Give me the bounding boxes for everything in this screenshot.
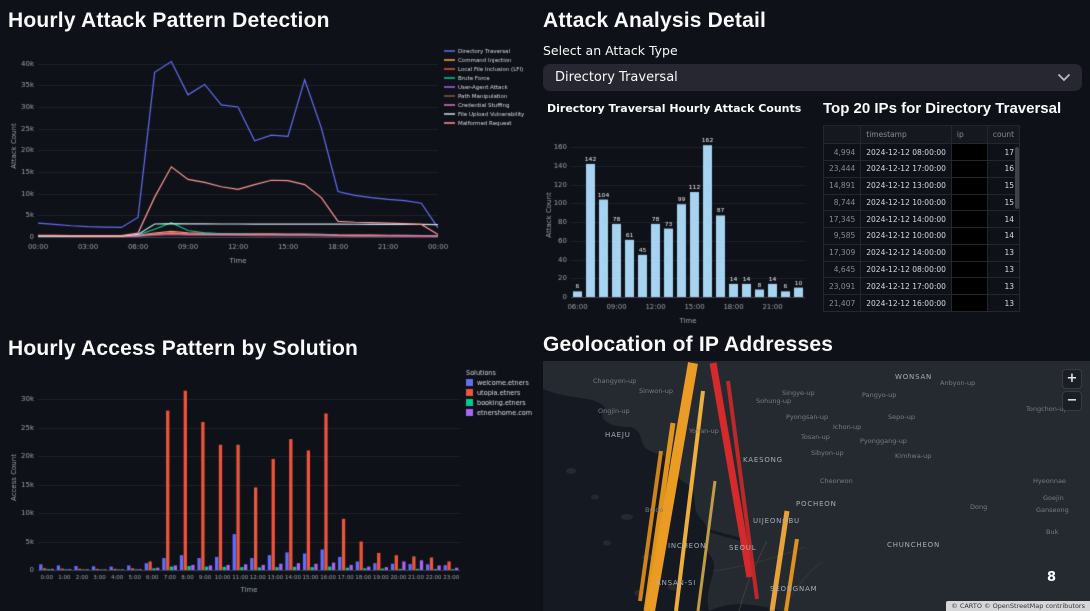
geo-column-bar [645,362,698,611]
redacted-ip-cell [950,143,988,161]
map-overlay-digit: 8 [1046,570,1056,586]
geo-column-bar [784,538,799,611]
redacted-ip-cell [950,227,988,245]
table-row: 23,091 2024-12-12 17:00:00 13 [822,277,1021,296]
table-header-count: count [986,125,1021,145]
geo-column-bar [709,362,754,578]
redacted-ip-cell [950,210,988,229]
table-row: 17,345 2024-12-12 14:00:00 14 [822,210,1021,229]
attack-detail-columns: Directory Traversal Hourly Attack Counts… [543,100,1082,330]
geo-column-bar [769,510,790,611]
top-ips-section: Top 20 IPs for Directory Traversal times… [819,100,1082,329]
table-row: 17,309 2024-12-12 14:00:00 13 [822,243,1021,262]
table-row: 9,585 2024-12-12 10:00:00 14 [822,227,1021,245]
geo-column-bar [643,422,676,611]
attack-pattern-title: Hourly Attack Pattern Detection [8,9,330,32]
table-row: 14,891 2024-12-12 13:00:00 15 [822,176,1021,195]
attack-pattern-line-chart[interactable] [8,39,534,308]
geo-column-layer [638,362,799,611]
attack-type-select[interactable]: Directory Traversal [543,64,1082,92]
zoom-in-button[interactable]: + [1062,369,1082,390]
table-scrollbar[interactable] [1015,147,1020,210]
redacted-ip-cell [950,193,988,212]
attack-pattern-panel: Hourly Attack Pattern Detection [0,0,535,330]
map-basemap [543,361,1090,611]
table-row: 8,744 2024-12-12 10:00:00 15 [822,193,1021,212]
access-pattern-title: Hourly Access Pattern by Solution [8,337,359,360]
top-ips-table: timestamp ip count 4,994 2024-12-12 08:00:00… [822,125,1021,312]
redacted-ip-cell [950,277,988,296]
table-row: 21,407 2024-12-12 16:00:00 13 [822,294,1021,312]
hourly-counts-bar-chart[interactable] [543,117,815,330]
hourly-counts-section: Directory Traversal Hourly Attack Counts [543,100,819,330]
geo-column-bar [726,380,759,600]
table-header-ip: ip [950,125,988,145]
geo-column-bar [696,480,717,611]
top-ips-table-wrap: timestamp ip count 4,994 2024-12-12 08:00:00… [822,125,1021,312]
map-zoom-control: + − [1062,369,1082,412]
table-row: 4,994 2024-12-12 08:00:00 17 [822,143,1021,161]
hourly-counts-title: Directory Traversal Hourly Attack Counts [547,102,802,116]
attack-type-selected-value: Directory Traversal [555,70,678,86]
attack-detail-title: Attack Analysis Detail [543,9,767,32]
geomap-title: Geolocation of IP Addresses [543,333,834,356]
table-row: 23,444 2024-12-12 17:00:00 16 [822,159,1021,178]
attack-type-select-label: Select an Attack Type [543,43,678,59]
zoom-out-button[interactable]: − [1062,391,1082,412]
geomap-panel: Geolocation of IP Addresses WONSAN Anbyon… [535,330,1090,611]
redacted-ip-cell [950,243,988,262]
map-attribution[interactable]: © CARTO © OpenStreetMap contributors [946,601,1090,611]
table-row: 4,645 2024-12-12 08:00:00 13 [822,260,1021,279]
access-pattern-panel: Hourly Access Pattern by Solution [0,330,535,611]
access-pattern-bar-chart[interactable] [8,365,534,606]
table-header-timestamp: timestamp [860,125,952,145]
attack-detail-panel: Attack Analysis Detail Select an Attack … [535,0,1090,330]
west-sea [543,389,715,611]
redacted-ip-cell [950,260,988,279]
table-header-index [822,125,862,145]
redacted-ip-cell [950,294,988,312]
redacted-ip-cell [950,176,988,195]
redacted-ip-cell [950,159,988,178]
geo-column-bar [638,450,663,602]
chevron-down-icon [1058,73,1070,81]
geo-column-bar [674,390,705,611]
geolocation-map[interactable]: WONSAN Anbyon-up Tongchon-up Sepo-up Pangyo-… [543,361,1090,611]
top-ips-title: Top 20 IPs for Directory Traversal [823,100,1062,118]
